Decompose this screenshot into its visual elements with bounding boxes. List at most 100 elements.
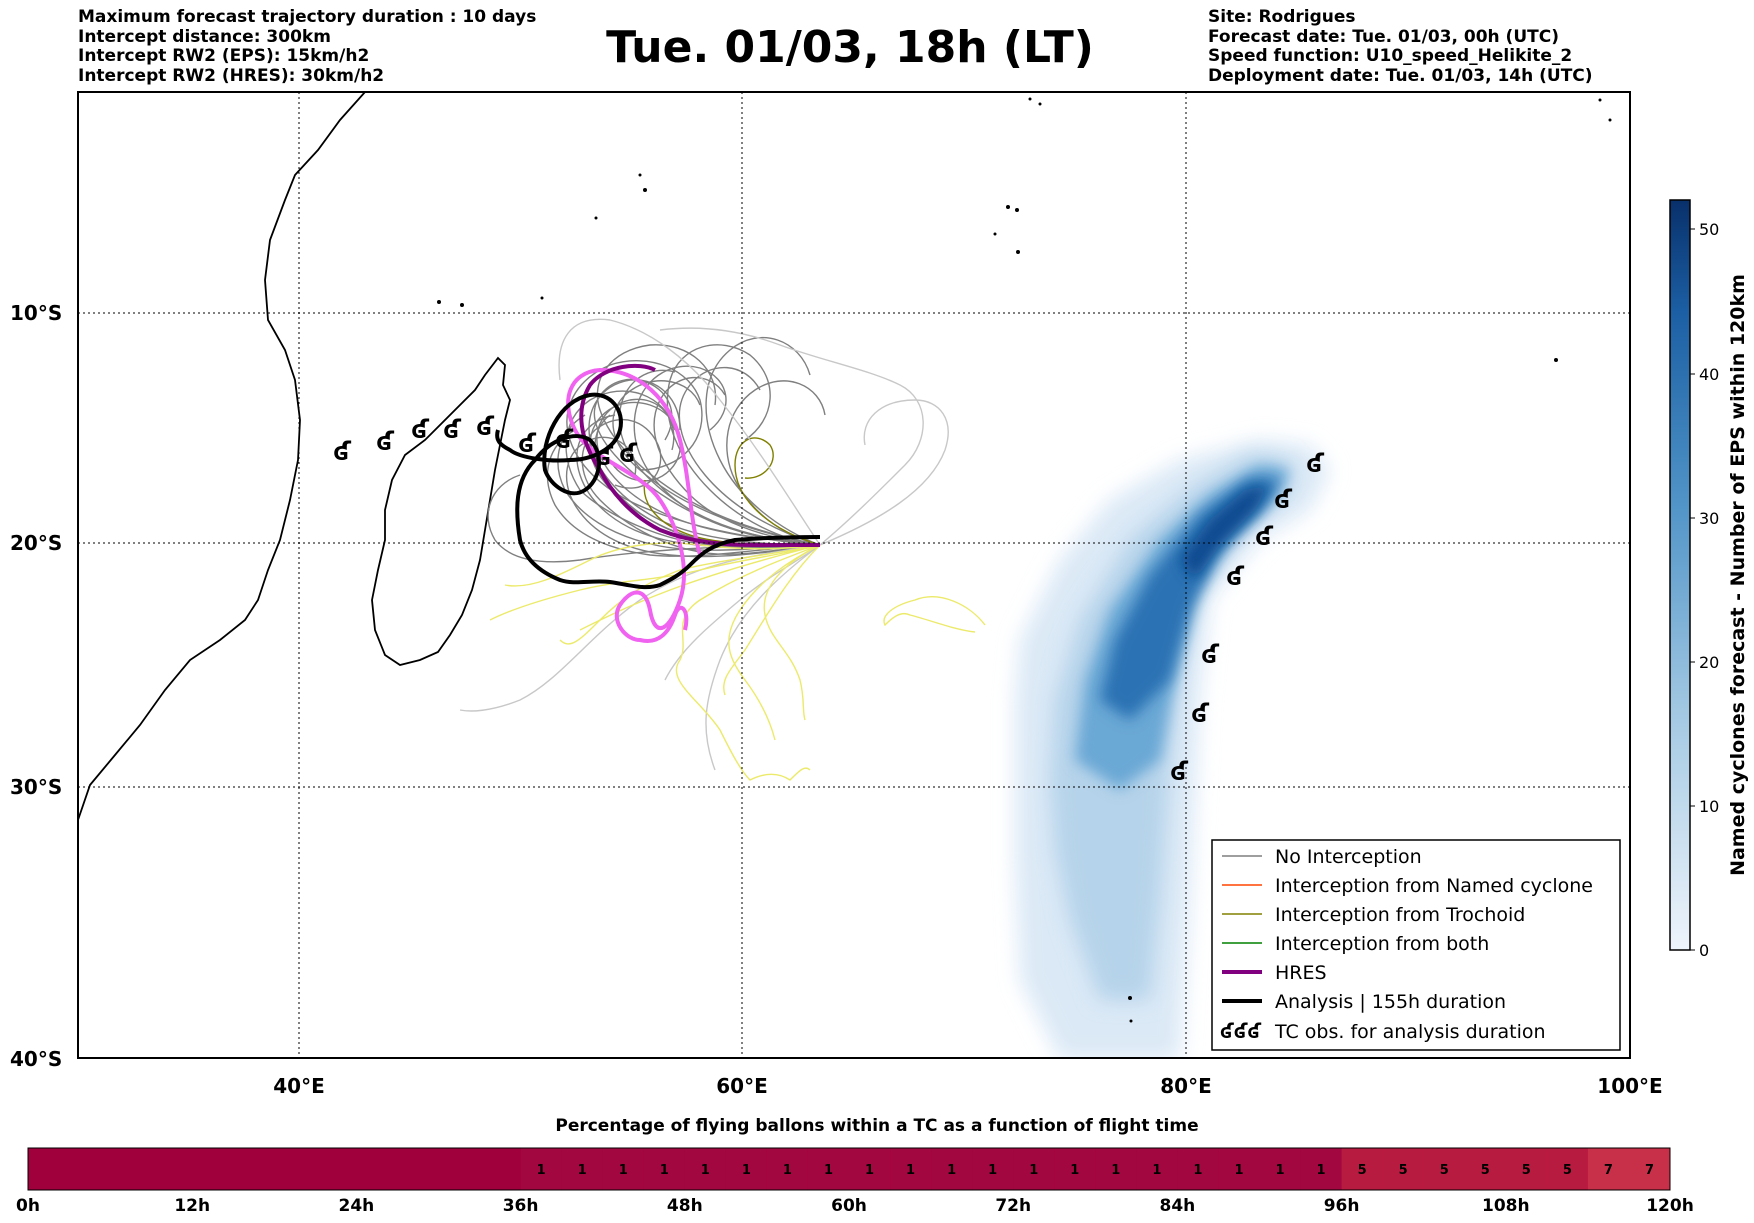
bar-segment-value: 1 (1070, 1163, 1079, 1178)
bar-segment (972, 1148, 1014, 1190)
lat-label: 10°S (10, 301, 62, 325)
bar-segment (602, 1148, 645, 1190)
africa-coastline (78, 92, 366, 821)
lon-label: 80°E (1160, 1074, 1212, 1098)
legend-label: Interception from Named cyclone (1275, 875, 1593, 897)
bar-segment (1505, 1148, 1548, 1190)
svg-text:ʛ: ʛ (619, 439, 638, 469)
bar-segment-value: 1 (865, 1163, 874, 1178)
lon-label: 100°E (1597, 1074, 1662, 1098)
svg-text:ʛ: ʛ (1274, 485, 1293, 515)
bar-segment-value: 5 (1440, 1163, 1449, 1178)
yellow-trajectories (489, 542, 986, 781)
bar-segment (890, 1148, 932, 1190)
colorbar-tick: 0 (1699, 941, 1709, 960)
time-tick-label: 72h (995, 1196, 1031, 1216)
bar-segment (1177, 1148, 1219, 1190)
header-left-line: Intercept RW2 (EPS): 15km/h2 (78, 46, 370, 66)
bar-segment-value: 1 (783, 1163, 792, 1178)
bar-segment (1423, 1148, 1466, 1190)
legend-label: Interception from Trochoid (1275, 904, 1525, 926)
time-tick-label: 24h (339, 1196, 375, 1216)
bar-segment (1218, 1148, 1260, 1190)
bar-segment-value: 1 (947, 1163, 956, 1178)
bar-segment (1587, 1148, 1630, 1190)
bar-segment-value: 7 (1645, 1163, 1654, 1178)
bar-segment-value: 1 (1234, 1163, 1243, 1178)
bar-segment-zero (28, 1148, 521, 1190)
svg-text:ʛ: ʛ (555, 425, 574, 455)
madagascar-outline (371, 356, 511, 666)
bar-segment (1628, 1148, 1671, 1190)
lat-label: 40°S (10, 1047, 62, 1071)
svg-text:ʛ: ʛ (1255, 522, 1274, 552)
svg-text:ʛ: ʛ (595, 442, 614, 472)
bar-segment (684, 1148, 727, 1190)
bar-segment (1259, 1148, 1302, 1190)
bar-segments: 1 1 1 1 1 1 1 1 1 1 1 1 1 1 1 1 1 1 1 1 5 5 5 5 5 5 7 7 (520, 1148, 1671, 1190)
lon-label: 40°E (273, 1074, 325, 1098)
analysis-trajectory (495, 392, 821, 590)
lat-label: 30°S (10, 775, 62, 799)
bottom-bar-title: Percentage of flying ballons within a TC… (555, 1116, 1199, 1136)
time-tick-label: 36h (503, 1196, 539, 1216)
legend-box (1211, 839, 1621, 1051)
bar-segment-value: 1 (619, 1163, 628, 1178)
bar-segment-value: 1 (1276, 1163, 1285, 1178)
svg-text:ʛ: ʛ (518, 429, 537, 459)
time-tick-label: 96h (1324, 1196, 1360, 1216)
legend-label: Analysis | 155h duration (1275, 991, 1506, 1013)
bar-segment (931, 1148, 973, 1190)
svg-text:ʛ: ʛ (1170, 757, 1189, 787)
svg-text:ʛ: ʛ (443, 415, 462, 445)
legend-tc-symbol: ʛʛʛ (1220, 1019, 1261, 1043)
colorbar-tick: 10 (1699, 797, 1719, 816)
bar-segment-value: 1 (1317, 1163, 1326, 1178)
legend: No Interception Interception from Named … (1211, 839, 1621, 1051)
colorbar-tick: 20 (1699, 653, 1719, 672)
legend-label: HRES (1275, 962, 1327, 984)
lon-label: 60°E (716, 1074, 768, 1098)
bar-segment (643, 1148, 686, 1190)
header-right-line: Speed function: U10_speed_Helikite_2 (1208, 46, 1573, 66)
bar-segment-value: 5 (1399, 1163, 1408, 1178)
bar-segment-value: 7 (1604, 1163, 1613, 1178)
time-tick-label: 84h (1160, 1196, 1196, 1216)
svg-text:ʛ: ʛ (1306, 449, 1325, 479)
legend-label: No Interception (1275, 846, 1422, 868)
header-right-line: Deployment date: Tue. 01/03, 14h (UTC) (1208, 65, 1593, 86)
hres-trajectory-light (566, 367, 702, 643)
bar-segment (1382, 1148, 1425, 1190)
bar-segment (1054, 1148, 1096, 1190)
bar-segment-value: 1 (1029, 1163, 1038, 1178)
bar-segment (849, 1148, 891, 1190)
bar-segment (1464, 1148, 1507, 1190)
bar-segment-value: 1 (660, 1163, 669, 1178)
bar-segment-value: 1 (906, 1163, 915, 1178)
svg-text:ʛ: ʛ (376, 427, 395, 457)
bar-segment (807, 1148, 850, 1190)
header-right-line: Site: Rodrigues (1208, 7, 1356, 27)
header-left-block: Maximum forecast trajectory duration : 1… (78, 7, 536, 86)
page-title: Tue. 01/03, 18h (LT) (606, 22, 1094, 73)
bar-segment (1095, 1148, 1137, 1190)
graticule (78, 92, 1630, 1058)
svg-text:ʛ: ʛ (411, 415, 430, 445)
svg-text:ʛ: ʛ (1226, 562, 1245, 592)
time-tick-label: 0h (16, 1196, 40, 1216)
svg-text:ʛ: ʛ (476, 412, 495, 442)
map-frame (77, 91, 1631, 1059)
bar-frame (27, 1147, 1671, 1191)
lat-label: 20°S (10, 531, 62, 555)
eps-trajectories (459, 318, 949, 771)
time-tick-label: 108h (1482, 1196, 1530, 1216)
bar-segment-value: 1 (578, 1163, 587, 1178)
bar-segment (1341, 1148, 1384, 1190)
eps-density-field (1015, 440, 1330, 1058)
bar-segment (1300, 1148, 1343, 1190)
time-tick-label: 48h (667, 1196, 703, 1216)
header-left-line: Intercept RW2 (HRES): 30km/h2 (78, 65, 385, 86)
